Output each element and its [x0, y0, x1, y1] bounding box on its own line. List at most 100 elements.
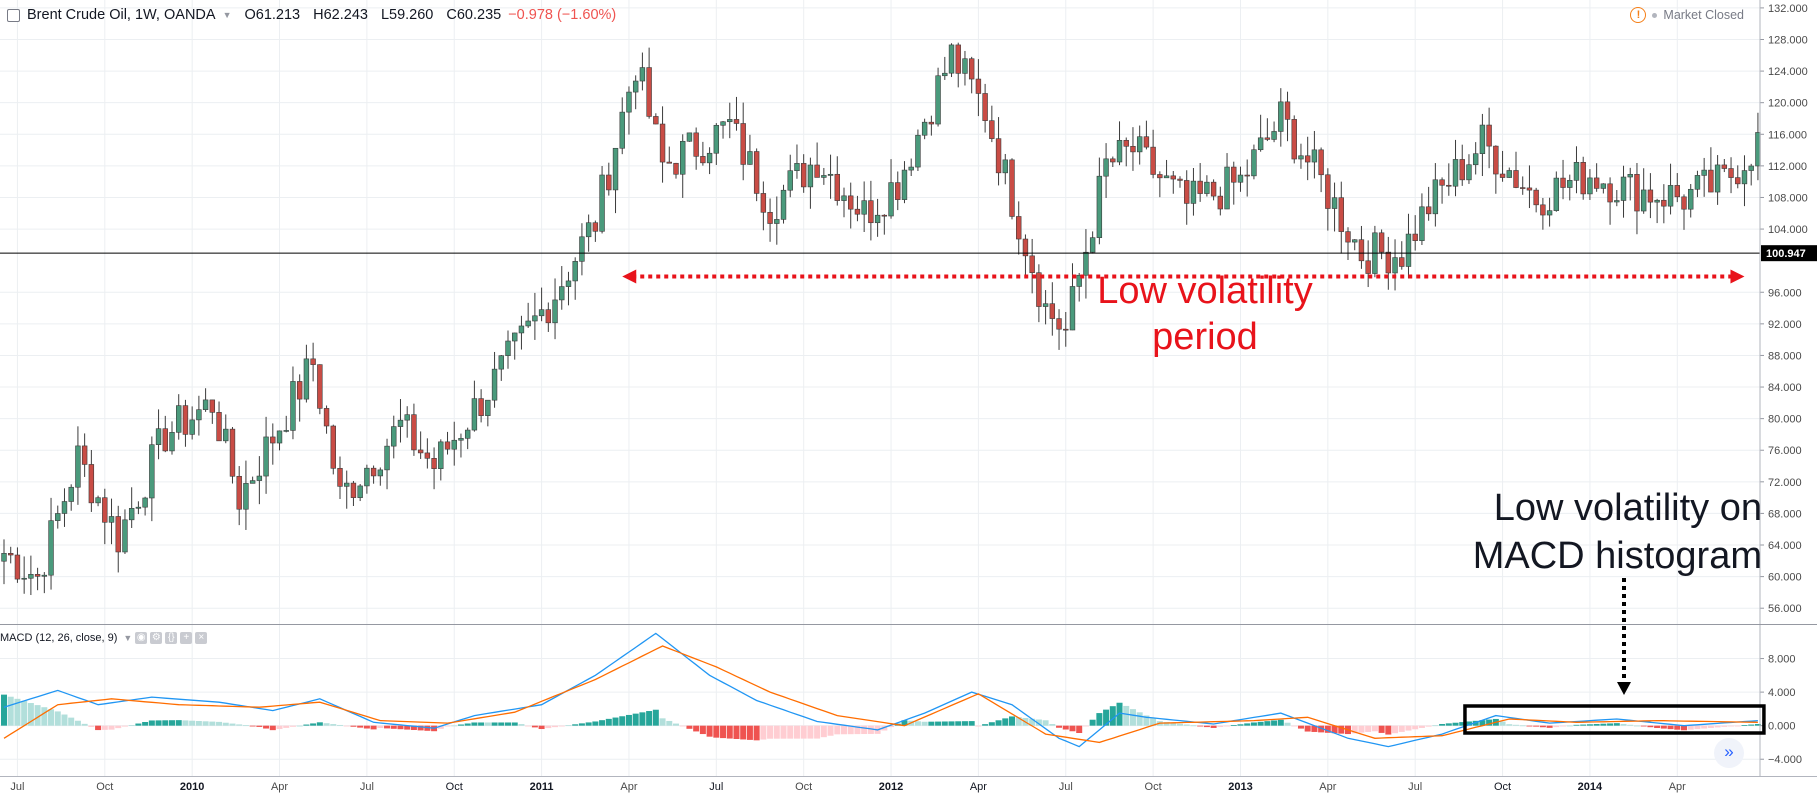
histogram-bar	[1177, 723, 1183, 726]
time-tick-label: Jul	[10, 781, 24, 793]
histogram-bar	[800, 725, 807, 739]
candle-down	[1540, 204, 1546, 216]
histogram-bar	[202, 721, 209, 726]
histogram-bar	[1633, 725, 1640, 727]
warning-icon[interactable]: !	[1630, 7, 1647, 23]
histogram-bar	[901, 720, 908, 726]
histogram-bar	[229, 723, 236, 726]
symbol-toggle[interactable]	[7, 8, 20, 22]
histogram-bar	[491, 722, 498, 726]
macd-line	[3, 632, 1758, 748]
histogram-bar	[1754, 723, 1761, 726]
candle-down	[673, 162, 679, 175]
close-icon[interactable]: ×	[195, 632, 208, 644]
histogram-bar	[1533, 725, 1540, 727]
price-tick-label: 92.000	[1768, 319, 1802, 331]
source-code-icon[interactable]: {}	[165, 632, 178, 644]
chevron-down-icon[interactable]: ▼	[222, 10, 232, 20]
candle-up	[384, 445, 390, 471]
candle-up	[61, 501, 68, 514]
candle-up	[1627, 174, 1633, 178]
histogram-bar	[1432, 725, 1439, 727]
histogram-bar	[1230, 725, 1237, 727]
candle-up	[747, 151, 753, 165]
candle-up	[1688, 188, 1694, 210]
histogram-bar	[1499, 721, 1506, 726]
candle-up	[1567, 180, 1573, 188]
histogram-bar	[1358, 725, 1365, 733]
histogram-bar	[249, 725, 256, 727]
histogram-bar	[585, 722, 592, 726]
candle-down	[848, 195, 854, 210]
candle-up	[1163, 175, 1170, 179]
histogram-bar	[1150, 718, 1157, 726]
candle-up	[283, 430, 289, 432]
time-tick-label: Jul	[1059, 781, 1073, 793]
histogram-bar	[1015, 717, 1022, 726]
candle-up	[780, 189, 787, 220]
histogram-bar	[814, 725, 821, 739]
price-tick-label: 60.000	[1768, 572, 1802, 584]
candle-down	[216, 412, 222, 442]
candle-up	[344, 482, 350, 487]
settings-icon[interactable]: ⚙	[150, 632, 163, 644]
price-tick-label: 124.000	[1768, 66, 1808, 78]
histogram-bar	[444, 725, 451, 727]
histogram-bar	[1109, 706, 1116, 726]
price-tick-label: 76.000	[1768, 445, 1802, 457]
candle-down	[1439, 179, 1445, 186]
candle-up	[128, 508, 135, 521]
annotation-line-2: MACD histogram	[1472, 535, 1762, 577]
histogram-bar	[1687, 725, 1694, 730]
histogram-bar	[1439, 723, 1446, 726]
histogram-bar	[27, 703, 34, 726]
histogram-bar	[363, 725, 370, 729]
candle-down	[431, 458, 437, 469]
candle-up	[142, 497, 148, 508]
histogram-bar	[982, 724, 989, 726]
histogram-bar	[162, 720, 169, 726]
candle-down	[1123, 140, 1129, 147]
time-tick-label: 2013	[1228, 781, 1252, 793]
candle-down	[928, 121, 935, 125]
histogram-bar	[1250, 722, 1257, 726]
histogram-bar	[269, 725, 276, 731]
chevron-down-icon[interactable]: ▼	[123, 633, 133, 643]
candle-down	[424, 452, 431, 459]
candle-down	[34, 574, 41, 577]
histogram-bar	[518, 724, 525, 726]
price-tick-label: 72.000	[1768, 477, 1802, 489]
candle-up	[1472, 153, 1479, 166]
histogram-bar	[760, 725, 767, 740]
highlight-box	[1463, 704, 1766, 735]
histogram-bar	[1277, 719, 1284, 726]
candle-up	[1506, 170, 1512, 178]
candle-up	[438, 441, 444, 469]
candle-down	[968, 58, 975, 80]
candle-down	[1130, 145, 1136, 153]
histogram-bar	[1728, 725, 1735, 727]
histogram-bar	[773, 725, 780, 739]
candle-up	[471, 398, 478, 431]
histogram-bar	[1526, 725, 1533, 727]
visibility-icon[interactable]: ◉	[135, 632, 148, 644]
candle-up	[357, 485, 363, 498]
candle-up	[1237, 174, 1244, 183]
symbol-title[interactable]: Brent Crude Oil, 1W, OANDA	[27, 7, 216, 23]
candle-up	[1089, 237, 1096, 253]
candle-up	[1116, 140, 1123, 163]
histogram-bar	[1183, 724, 1190, 726]
indicator-label[interactable]: MACD (12, 26, close, 9)	[0, 632, 118, 644]
histogram-bar	[968, 721, 975, 726]
histogram-bar	[189, 720, 196, 726]
histogram-bar	[941, 721, 948, 726]
arrow-head-left	[622, 269, 637, 284]
histogram-bar	[142, 721, 149, 726]
candle-up	[1392, 257, 1398, 274]
chart-legend: Brent Crude Oil, 1W, OANDA ▼ O61.213 H62…	[7, 7, 616, 23]
scroll-to-realtime-button[interactable]: »	[1714, 738, 1744, 768]
add-icon[interactable]: +	[180, 632, 193, 644]
histogram-bar	[1, 694, 7, 726]
candle-up	[21, 577, 27, 580]
